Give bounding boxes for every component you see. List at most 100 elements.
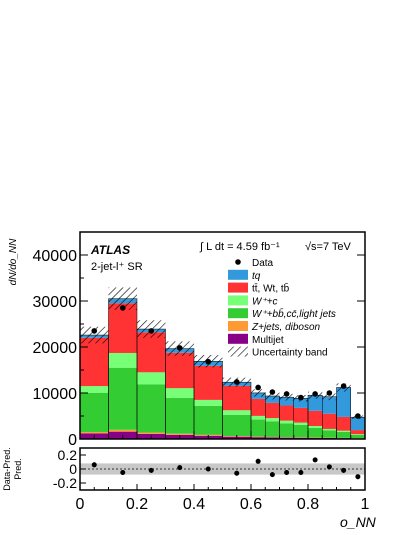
legend-swatch-wlight — [228, 308, 248, 319]
uncertainty-bin-11 — [322, 393, 337, 401]
legend-marker-data — [235, 259, 241, 265]
bar-top-6 — [251, 398, 266, 416]
ratio-tick-label-0: 0.2 — [58, 447, 78, 463]
bar-wlight-2 — [137, 384, 166, 433]
bar-wlight-6 — [251, 419, 266, 437]
bar-multijet-6 — [251, 437, 266, 439]
ratio-point-11 — [326, 464, 332, 470]
bar-wlight-12 — [336, 431, 351, 438]
bar-top-7 — [265, 402, 280, 419]
legend-label-6: Multijet — [252, 335, 284, 346]
y-tick-label-4: 40000 — [33, 248, 78, 265]
x-tick-label-5: 1 — [361, 496, 370, 513]
legend-swatch-multijet — [228, 333, 248, 344]
bar-wc-12 — [336, 430, 351, 432]
legend-label-3: W⁺+c — [252, 296, 278, 307]
ratio-point-4 — [205, 466, 211, 472]
bar-top-0 — [80, 337, 109, 387]
y-tick-label-1: 10000 — [33, 386, 78, 403]
bar-wc-13 — [350, 434, 365, 435]
bar-wlight-13 — [350, 434, 365, 439]
bar-top-8 — [279, 405, 294, 421]
bar-top-1 — [108, 303, 137, 353]
data-point-4 — [205, 358, 212, 365]
data-point-6 — [255, 384, 261, 391]
ratio-point-2 — [148, 467, 154, 473]
ratio-y-label-bottom: Pred. — [13, 458, 23, 480]
legend-swatch-zjets — [228, 321, 248, 331]
bar-tq-9 — [293, 398, 308, 408]
data-point-12 — [340, 383, 347, 389]
legend-swatch-top — [228, 282, 248, 293]
bar-top-4 — [194, 365, 223, 400]
x-axis-label: o_NN — [340, 514, 377, 530]
bar-wlight-5 — [222, 414, 251, 437]
bar-wc-6 — [251, 415, 266, 420]
bar-wc-1 — [108, 352, 137, 368]
bar-top-12 — [336, 416, 351, 431]
bar-zjets-3 — [165, 433, 194, 435]
data-point-2 — [148, 328, 155, 334]
data-point-8 — [283, 391, 290, 397]
legend-label-5: Z+jets, diboson — [251, 322, 321, 333]
ratio-tick-label-1: 0 — [69, 461, 77, 477]
bar-wlight-3 — [165, 397, 194, 434]
legend-swatch-tq — [228, 269, 248, 280]
ratio-point-9 — [298, 470, 304, 475]
bar-top-10 — [308, 410, 323, 427]
uncertainty-bin-8 — [279, 393, 294, 401]
bar-tq-12 — [336, 387, 351, 417]
legend-label-4: W⁺+bb̄,cc̄,light jets — [252, 308, 336, 321]
data-point-0 — [91, 328, 98, 334]
bar-wc-7 — [265, 418, 280, 422]
bar-tq-13 — [350, 417, 365, 431]
ratio-point-6 — [255, 458, 261, 464]
bar-tq-10 — [308, 395, 323, 411]
legend-label-0: Data — [252, 258, 274, 269]
bar-wc-11 — [322, 428, 337, 431]
bar-top-3 — [165, 352, 194, 389]
bar-wc-4 — [194, 399, 223, 406]
channel-label: 2-jet-l⁺ SR — [91, 261, 143, 273]
bar-wlight-8 — [279, 423, 294, 438]
bar-wlight-1 — [108, 367, 137, 430]
bar-wc-10 — [308, 426, 323, 428]
ratio-point-5 — [234, 470, 240, 476]
bar-zjets-2 — [137, 432, 166, 434]
bar-wc-3 — [165, 388, 194, 398]
ratio-point-8 — [284, 470, 290, 475]
data-points — [91, 305, 361, 419]
bar-wc-5 — [222, 410, 251, 415]
x-tick-label-1: 0.2 — [126, 496, 148, 513]
bar-zjets-1 — [108, 429, 137, 432]
bar-tq-8 — [279, 397, 294, 406]
bar-top-2 — [137, 332, 166, 373]
ratio-point-12 — [341, 467, 347, 473]
ratio-point-10 — [312, 457, 318, 463]
bar-tq-7 — [265, 395, 280, 403]
ratio-uncertainty-band — [80, 463, 365, 475]
data-point-7 — [269, 389, 276, 395]
bar-wlight-10 — [308, 427, 323, 438]
x-tick-label-2: 0.4 — [183, 496, 205, 513]
x-tick-label-0: 0 — [76, 496, 85, 513]
bar-wlight-7 — [265, 421, 280, 437]
legend-swatch-uncertainty — [228, 346, 248, 357]
bar-wc-2 — [137, 372, 166, 385]
bar-top-13 — [350, 430, 365, 435]
luminosity-label: ∫ L dt = 4.59 fb⁻¹ — [199, 241, 280, 253]
data-point-3 — [176, 345, 183, 351]
x-tick-label-4: 0.8 — [297, 496, 319, 513]
atlas-label: ATLAS — [90, 243, 130, 257]
bar-wc-9 — [293, 422, 308, 425]
data-point-5 — [233, 379, 240, 385]
y-tick-label-0: 0 — [68, 432, 77, 449]
ratio-point-3 — [177, 465, 183, 471]
legend-label-1: tq — [252, 271, 261, 282]
data-point-11 — [326, 390, 333, 396]
uncertainty-bin-0 — [80, 326, 109, 344]
bar-wlight-4 — [194, 405, 223, 435]
